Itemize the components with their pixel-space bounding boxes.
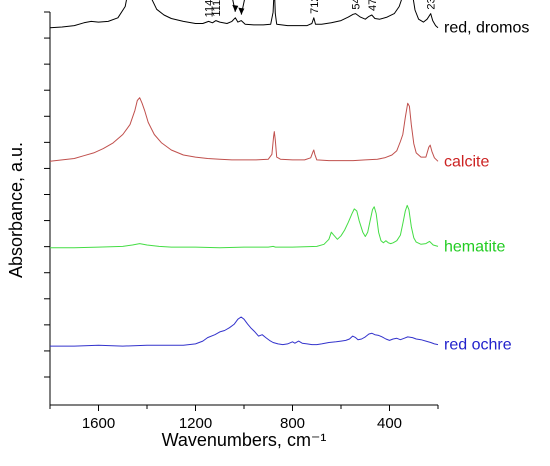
y-ticks <box>44 11 50 378</box>
peak-label: 230 <box>426 0 438 10</box>
peak-annotations: 14361146111610361011875712540473320230 <box>204 0 438 17</box>
series-line-2 <box>50 204 439 249</box>
series-line-3 <box>50 316 439 347</box>
peak-label: 473 <box>367 0 379 11</box>
annotation-arrow <box>240 0 245 15</box>
peak-label: 1146 <box>204 0 216 17</box>
x-axis-title: Wavenumbers, cm⁻¹ <box>162 430 327 450</box>
peak-label: 712 <box>309 0 321 14</box>
series-line-0 <box>49 0 439 29</box>
series-label-1: calcite <box>444 153 489 170</box>
series-labels: red, dromos calcite hematite red ochre <box>444 20 529 354</box>
y-axis-title: Absorbance, a.u. <box>6 142 26 278</box>
peak-label: 540 <box>351 0 363 10</box>
series-label-2: hematite <box>444 238 505 255</box>
series-label-0: red, dromos <box>444 20 529 37</box>
x-ticks: 1600 1200 800 400 <box>49 405 439 432</box>
series-line-1 <box>49 97 439 162</box>
x-tick-label: 800 <box>280 415 305 432</box>
spectrum-traces <box>49 0 439 347</box>
arrow-head <box>232 4 239 12</box>
arrow-head <box>238 7 245 15</box>
x-tick-label: 1200 <box>179 415 212 432</box>
x-tick-label: 400 <box>377 415 402 432</box>
peak-label: 1116 <box>211 0 223 17</box>
series-label-3: red ochre <box>444 337 512 354</box>
x-tick-label: 1600 <box>82 415 115 432</box>
